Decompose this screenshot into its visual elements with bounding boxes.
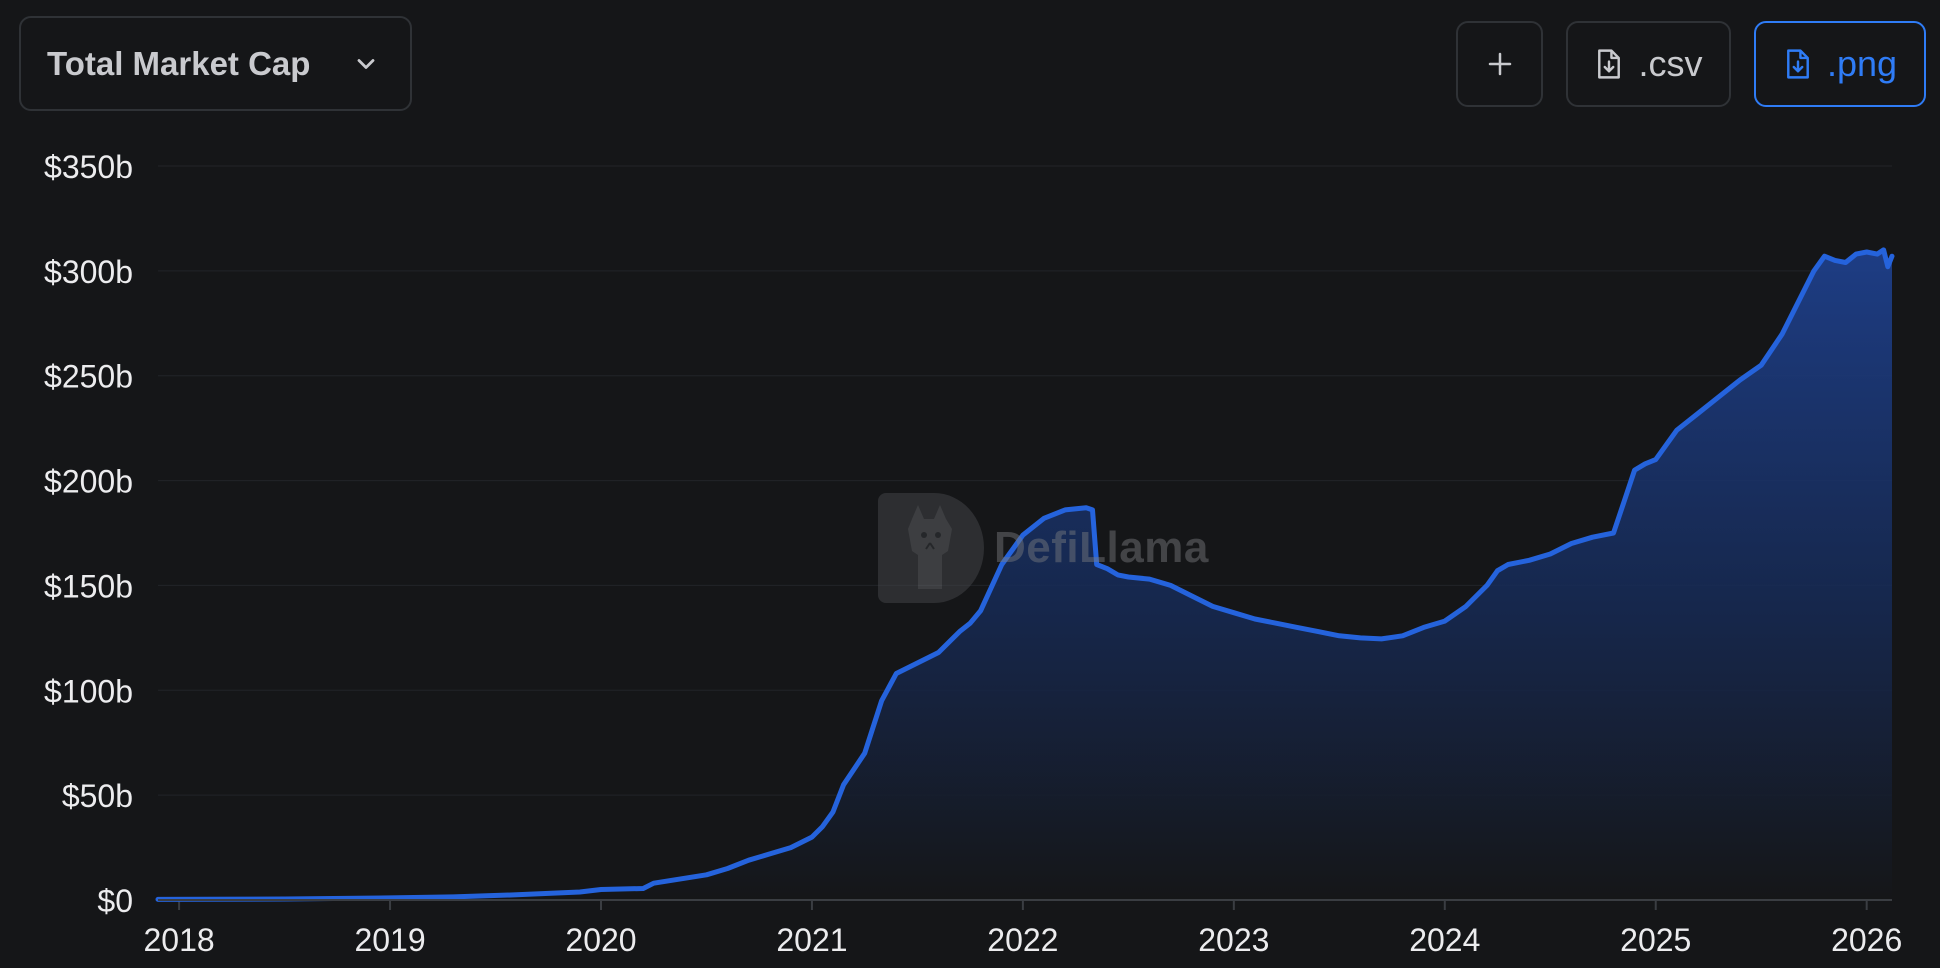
file-download-icon [1787,49,1809,79]
download-csv-button[interactable]: .csv [1566,21,1731,107]
download-png-label: .png [1826,43,1898,84]
x-tick-label: 2025 [1620,922,1691,958]
metric-dropdown[interactable]: Total Market Cap [19,16,412,111]
file-download-icon [1598,49,1621,79]
x-tick-label: 2021 [776,922,847,958]
market-cap-line [155,247,1895,902]
x-tick-label: 2018 [144,922,215,958]
metric-dropdown-label: Total Market Cap [47,44,311,82]
y-tick-label: $50b [62,778,133,814]
x-tick-label: 2020 [565,922,636,958]
download-csv-label: .csv [1638,43,1703,84]
x-tick-label: 2022 [987,922,1058,958]
y-tick-label: $300b [44,254,133,290]
add-button[interactable] [1456,21,1543,107]
x-tick-label: 2023 [1198,922,1269,958]
chevron-down-icon [357,59,375,69]
y-tick-label: $350b [44,149,133,185]
plus-icon [1488,52,1511,76]
x-tick-label: 2026 [1831,922,1902,958]
y-tick-label: $200b [44,464,133,500]
y-tick-label: $150b [44,568,133,604]
y-tick-label: $0 [97,883,133,919]
y-tick-label: $100b [44,673,133,709]
market-cap-area [158,249,1892,900]
x-tick-label: 2019 [354,922,425,958]
x-tick-label: 2024 [1409,922,1480,958]
y-tick-label: $250b [44,359,133,395]
download-png-button[interactable]: .png [1754,21,1926,107]
